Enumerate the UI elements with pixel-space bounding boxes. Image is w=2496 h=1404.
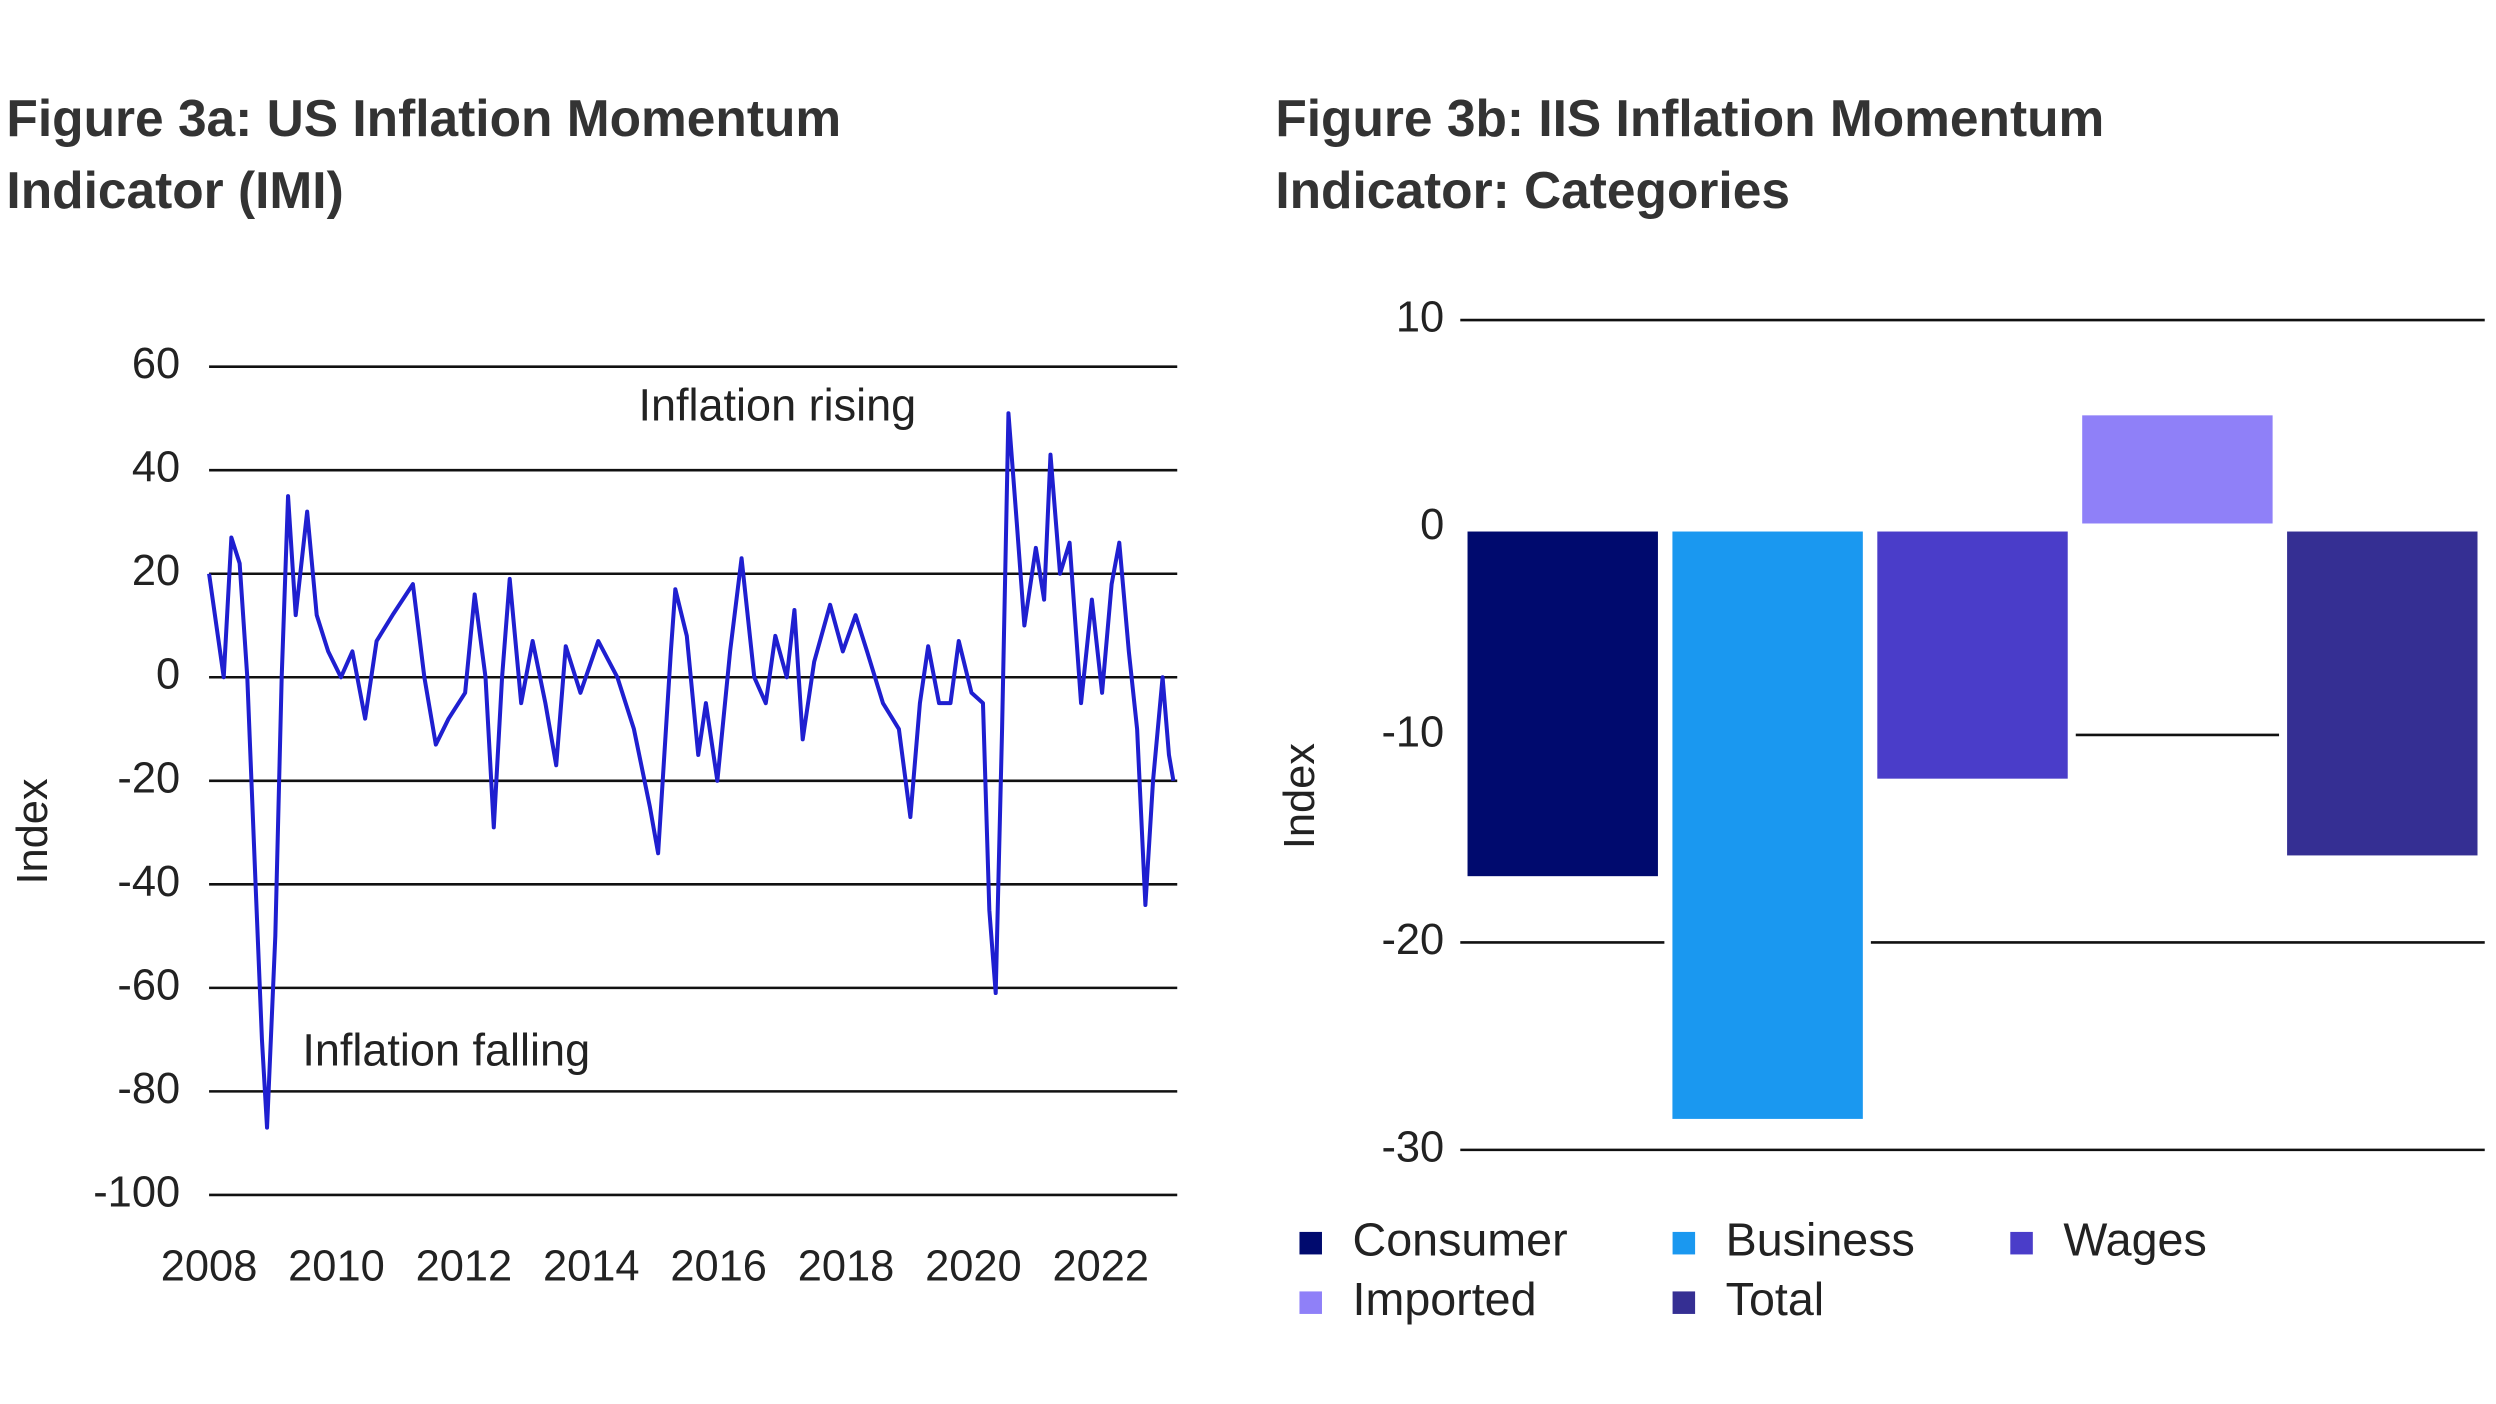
bar xyxy=(2279,523,2486,864)
legend-label: Business xyxy=(1726,1213,1915,1265)
y-tick-label: -20 xyxy=(1381,916,1444,964)
x-tick-label: 2014 xyxy=(543,1242,640,1290)
y-tick-label: 0 xyxy=(156,651,180,699)
x-tick-label: 2018 xyxy=(798,1242,895,1290)
chart-title: Indicator (IMI) xyxy=(6,161,343,219)
legend-label: Consumer xyxy=(1353,1213,1568,1265)
y-tick-label: -20 xyxy=(117,754,180,802)
y-axis-label: Index xyxy=(1276,743,1324,849)
y-tick-label: -30 xyxy=(1381,1123,1444,1171)
y-tick-label: 10 xyxy=(1396,294,1444,342)
y-tick-label: -40 xyxy=(117,858,180,906)
y-tick-label: 60 xyxy=(132,340,180,388)
legend-label: Wages xyxy=(2063,1213,2206,1265)
chart-title: Indicator: Categories xyxy=(1275,161,1790,219)
legend-swatch xyxy=(1299,1231,1322,1255)
x-tick-label: 2008 xyxy=(161,1242,258,1290)
x-tick-label: 2016 xyxy=(670,1242,767,1290)
x-tick-label: 2012 xyxy=(416,1242,513,1290)
x-tick-label: 2022 xyxy=(1053,1242,1150,1290)
bar xyxy=(1664,523,1871,1127)
legend-label: Total xyxy=(1726,1273,1825,1325)
y-tick-label: -60 xyxy=(117,961,180,1009)
y-tick-label: 20 xyxy=(132,547,180,595)
annotation: Inflation rising xyxy=(638,379,916,430)
bar xyxy=(1459,523,1666,885)
annotation: Inflation falling xyxy=(302,1024,590,1075)
chart-title: Figure 3b: IIS Inflation Momentum xyxy=(1275,89,2104,147)
y-tick-label: 40 xyxy=(132,444,180,492)
legend-swatch xyxy=(1299,1291,1322,1314)
y-tick-label: -80 xyxy=(117,1065,180,1113)
bar xyxy=(1869,523,2076,787)
x-tick-label: 2010 xyxy=(288,1242,385,1290)
legend-swatch xyxy=(1672,1231,1696,1255)
legend-swatch xyxy=(1672,1291,1696,1314)
legend-swatch xyxy=(2010,1231,2033,1255)
y-tick-label: 0 xyxy=(1420,501,1444,549)
chart-title: Figure 3a: US Inflation Momentum xyxy=(6,89,841,147)
y-tick-label: -100 xyxy=(93,1168,180,1216)
data-line xyxy=(207,411,1176,1130)
x-tick-label: 2020 xyxy=(925,1242,1022,1290)
legend-label: Imported xyxy=(1353,1273,1537,1325)
bar xyxy=(2074,407,2281,532)
y-axis-label: Index xyxy=(9,778,57,884)
y-tick-label: -10 xyxy=(1381,708,1444,756)
